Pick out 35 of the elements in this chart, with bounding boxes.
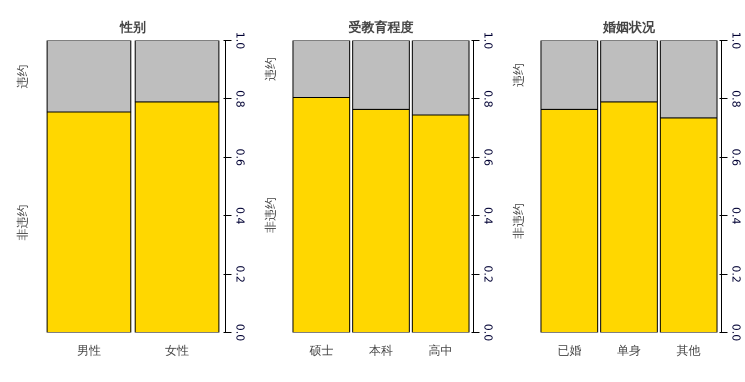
y-tick-label: 0.0: [482, 324, 494, 342]
y-tick-label: 0.2: [234, 265, 246, 283]
text: 违约: [16, 64, 30, 88]
y-tick-label: 1.0: [482, 32, 494, 50]
y-tick-label: 0.0: [730, 324, 742, 342]
y-tick-label: 0.4: [234, 206, 246, 224]
x-tick-label: 本科: [369, 344, 393, 358]
x-tick-label: 单身: [617, 344, 641, 358]
y-tick-label: 0.4: [482, 206, 494, 224]
chart-title: 性别: [119, 20, 146, 36]
y-tick-label: 1.0: [234, 32, 246, 50]
x-tick-label: 硕士: [308, 344, 334, 358]
y-tick-label: 0.8: [482, 90, 494, 108]
y-tick-label: 0.6: [482, 148, 494, 166]
chart-title: 受教育程度: [348, 20, 414, 36]
y-tick-label: 0.8: [730, 90, 742, 108]
x-tick-label: 男性: [76, 344, 101, 358]
text: 非违约: [264, 196, 278, 233]
text: 非违约: [512, 202, 526, 239]
y-tick-label: 0.2: [482, 265, 494, 283]
y-tick-label: 0.0: [234, 324, 246, 342]
chart-title: 婚姻状况: [602, 20, 656, 36]
text: 违约: [264, 56, 278, 81]
y-tick-label: 0.6: [234, 148, 246, 166]
x-tick-label: 已婚: [557, 344, 582, 358]
y-tick-label: 1.0: [730, 32, 742, 50]
y-tick-label: 0.4: [730, 206, 742, 224]
x-tick-label: 高中: [428, 344, 453, 358]
x-tick-label: 其他: [676, 344, 701, 358]
y-tick-label: 0.2: [730, 265, 742, 283]
y-tick-label: 0.8: [234, 90, 246, 108]
text: 非违约: [16, 204, 30, 240]
x-tick-label: 女性: [165, 344, 190, 358]
text: 违约: [512, 62, 526, 87]
y-tick-label: 0.6: [730, 148, 742, 166]
